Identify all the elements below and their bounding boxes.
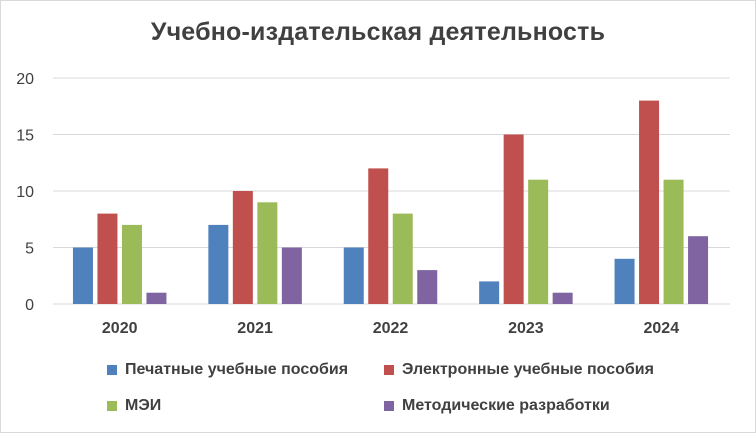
bar — [281, 247, 302, 304]
bar — [257, 202, 278, 304]
legend-item: Электронные учебные пособия — [384, 361, 654, 379]
bar — [417, 270, 438, 304]
bar — [121, 224, 142, 304]
bar — [479, 281, 500, 304]
legend-label: Печатные учебные пособия — [125, 361, 349, 378]
x-category-label: 2022 — [373, 320, 409, 337]
x-category-label: 2023 — [508, 320, 544, 337]
y-tick-label: 0 — [25, 297, 34, 314]
bar — [614, 258, 635, 304]
bar — [72, 247, 93, 304]
bar — [208, 224, 229, 304]
bar — [528, 179, 549, 304]
bar — [232, 191, 253, 304]
bars — [72, 100, 709, 304]
y-tick-label: 5 — [25, 241, 34, 258]
bar — [97, 213, 118, 304]
x-category-label: 2020 — [102, 320, 138, 337]
y-tick-label: 10 — [16, 184, 34, 201]
legend-swatch — [107, 365, 117, 375]
legend-swatch — [384, 365, 394, 375]
grid-lines — [53, 77, 730, 305]
legend-item: Печатные учебные пособия — [107, 361, 348, 379]
bar — [639, 100, 660, 304]
legend-label: Методические разработки — [402, 397, 610, 414]
chart-title: Учебно-издательская деятельность — [150, 18, 606, 46]
legend-item: Методические разработки — [384, 397, 610, 415]
x-axis-categories: 2020 2021 2022 2023 2024 — [102, 320, 679, 337]
x-category-label: 2024 — [644, 320, 680, 337]
bar — [368, 168, 389, 304]
legend-label: Электронные учебные пособия — [402, 361, 654, 378]
y-tick-label: 15 — [16, 128, 34, 145]
bar — [552, 292, 573, 304]
legend-item: МЭИ — [107, 397, 161, 415]
bar — [392, 213, 413, 304]
y-axis-ticks: 0 5 10 15 20 — [16, 71, 34, 314]
x-category-label: 2021 — [237, 320, 273, 337]
bar — [503, 134, 524, 304]
legend-swatch — [107, 401, 117, 411]
legend-swatch — [384, 401, 394, 411]
legend-label: МЭИ — [125, 397, 162, 414]
bar — [688, 236, 709, 304]
y-tick-label: 20 — [16, 71, 34, 88]
bar — [146, 292, 167, 304]
bar — [343, 247, 364, 304]
bar — [663, 179, 684, 304]
